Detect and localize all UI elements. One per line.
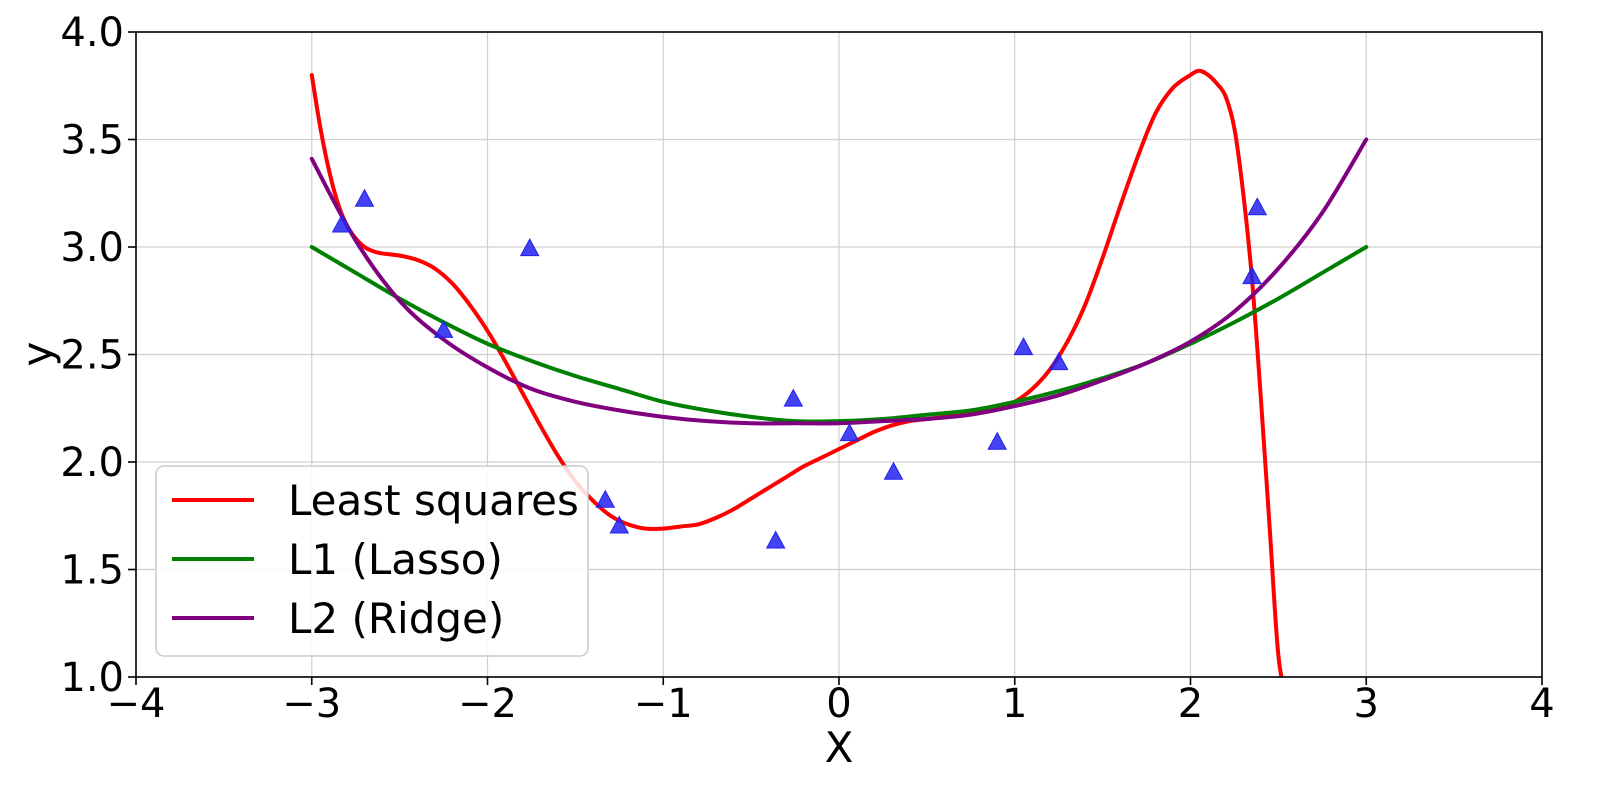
y-tick-label: 1.5 <box>60 548 124 594</box>
scatter-point <box>1242 266 1262 285</box>
scatter-point <box>783 388 804 407</box>
legend: Least squares L1 (Lasso) L2 (Ridge) <box>155 465 589 657</box>
scatter-point <box>1013 337 1034 356</box>
y-tick-label: 2.0 <box>60 440 124 486</box>
scatter-point <box>987 431 1008 450</box>
scatter-point <box>609 515 630 534</box>
y-tick-label: 1.0 <box>60 655 124 701</box>
series-line-l2-ridge <box>309 137 1369 426</box>
x-tick-label: 4 <box>1529 681 1554 727</box>
x-tick-label: 1 <box>1002 681 1027 727</box>
scatter-point <box>354 188 375 207</box>
scatter-point <box>595 489 616 508</box>
scatter-point <box>1048 352 1069 371</box>
scatter-point <box>1247 197 1268 216</box>
scatter-point <box>433 319 454 338</box>
x-tick-label: 2 <box>1178 681 1203 727</box>
x-tick-label: 3 <box>1354 681 1379 727</box>
scatter-point <box>519 238 540 257</box>
legend-label-l1-lasso: L1 (Lasso) <box>288 535 503 584</box>
y-tick-label: 4.0 <box>60 10 124 56</box>
x-tick-label: −2 <box>458 681 517 727</box>
y-tick-label: 2.5 <box>60 333 124 379</box>
series-line-least-squares <box>309 68 1284 677</box>
scatter-point <box>765 530 786 549</box>
scatter-point <box>883 461 904 480</box>
x-axis-label: X <box>825 723 854 772</box>
axis-ticks: −4 −3 −2 −1 0 1 2 3 4 1.0 1.5 2.0 2.5 3.0 3.5 4.0 <box>60 10 1554 727</box>
y-tick-label: 3.0 <box>60 225 124 271</box>
x-tick-label: −1 <box>634 681 693 727</box>
x-tick-label: −4 <box>107 681 166 727</box>
y-axis-label: y <box>13 342 62 367</box>
scatter-point <box>331 214 352 233</box>
series-layer <box>309 68 1369 677</box>
legend-label-l2-ridge: L2 (Ridge) <box>288 594 504 643</box>
scatter-points <box>331 188 1268 549</box>
x-tick-label: −3 <box>282 681 341 727</box>
y-tick-label: 3.5 <box>60 118 124 164</box>
x-tick-label: 0 <box>826 681 851 727</box>
legend-box <box>155 465 589 657</box>
scatter-point <box>839 423 860 442</box>
legend-label-least-squares: Least squares <box>288 476 579 525</box>
